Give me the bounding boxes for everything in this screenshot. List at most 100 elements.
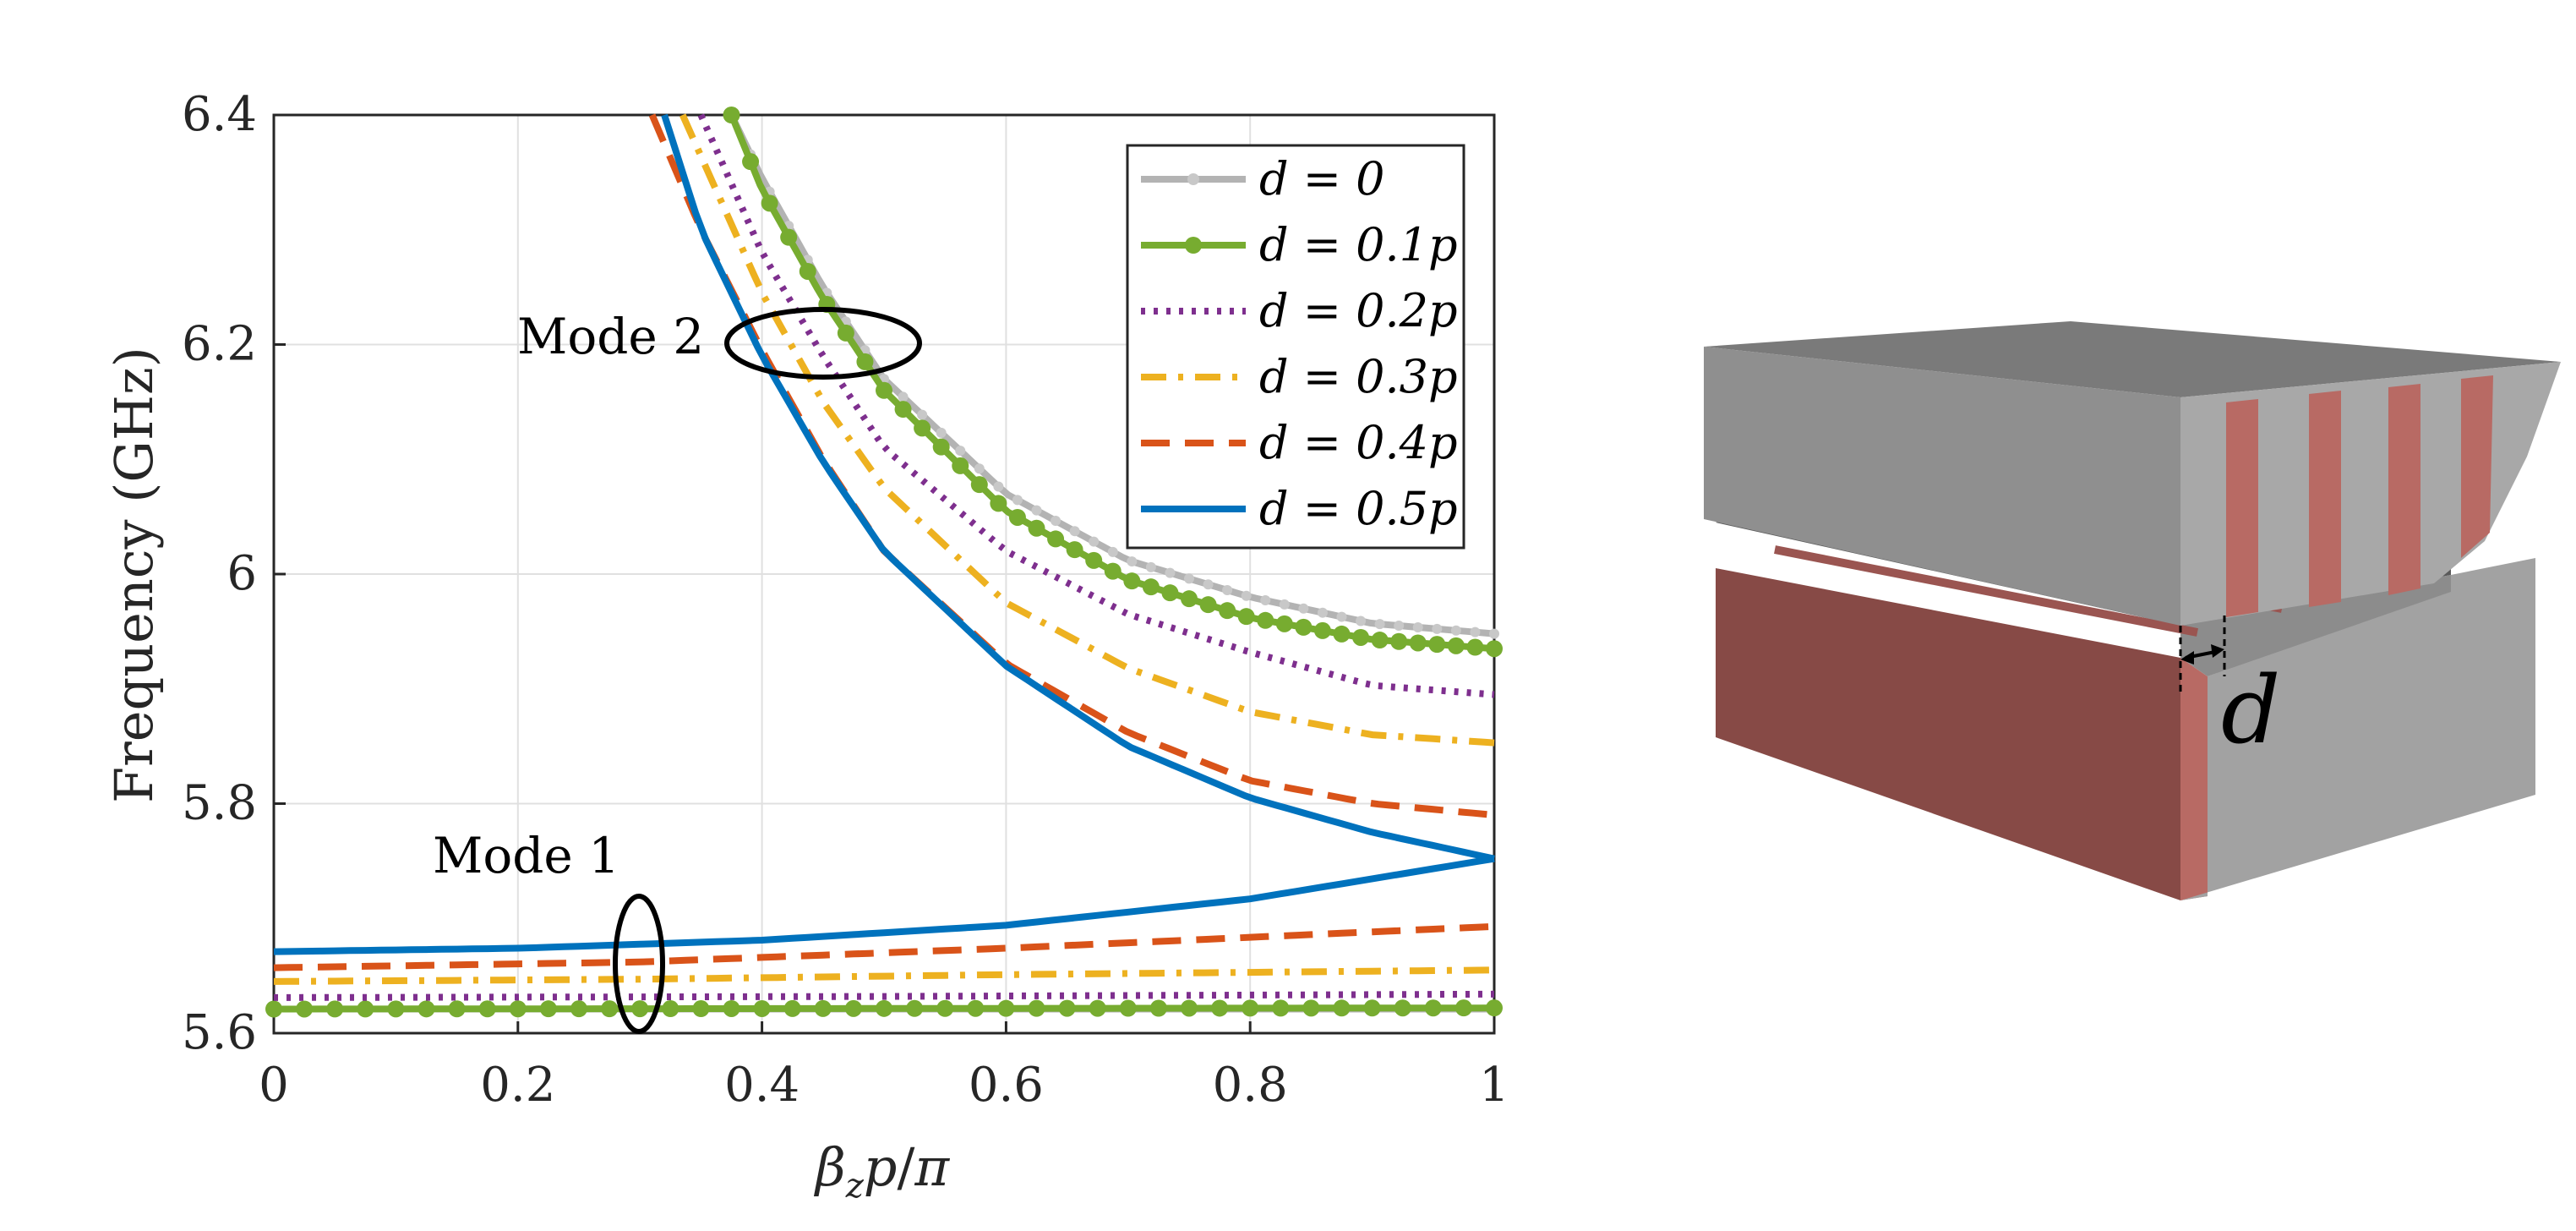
side-strip-1 xyxy=(2226,399,2258,617)
data-point xyxy=(1089,536,1100,547)
data-point xyxy=(1450,625,1461,636)
data-point xyxy=(1142,578,1160,596)
data-point xyxy=(631,1000,649,1018)
dim-arrowhead-left xyxy=(2180,651,2194,665)
data-point xyxy=(1394,621,1405,632)
series-line-4-mode1 xyxy=(273,922,1495,971)
data-point xyxy=(1486,999,1503,1017)
data-point xyxy=(1313,621,1331,639)
data-point xyxy=(1237,608,1255,626)
data-point xyxy=(876,381,892,399)
x-tick-label: 0.2 xyxy=(480,1058,555,1113)
d-label: d xyxy=(2221,656,2280,764)
data-point xyxy=(509,1000,527,1018)
data-point xyxy=(742,153,760,171)
data-point xyxy=(723,107,740,123)
data-point xyxy=(967,999,985,1017)
data-point xyxy=(955,446,966,457)
data-point xyxy=(1428,636,1446,654)
data-point xyxy=(837,324,854,342)
data-point xyxy=(1069,526,1080,537)
structure-diagram: d xyxy=(1704,321,2561,900)
x-tick-label: 0.4 xyxy=(724,1058,800,1113)
data-point xyxy=(387,1000,405,1018)
data-point xyxy=(1470,626,1481,637)
data-point xyxy=(1028,519,1045,537)
data-point xyxy=(1242,999,1259,1017)
data-point xyxy=(1374,619,1385,630)
gap-floor xyxy=(2180,575,2451,676)
data-point xyxy=(357,1000,374,1018)
y-axis-label: Frequency (GHz) xyxy=(103,347,165,803)
data-point xyxy=(1363,999,1381,1017)
data-point xyxy=(1356,616,1367,626)
data-point xyxy=(898,391,909,402)
data-point xyxy=(1333,999,1351,1017)
series-line-5-mode2 xyxy=(661,113,1495,862)
data-point xyxy=(914,419,931,437)
legend-box xyxy=(1126,144,1465,550)
legend: d = 0 d = 0.1p d = 0.2p d = 0.3p d = 0.4p d =… xyxy=(1126,144,1465,550)
data-point xyxy=(478,1000,496,1018)
data-point xyxy=(1394,999,1411,1017)
data-point xyxy=(906,999,924,1017)
data-point xyxy=(780,228,798,246)
data-point xyxy=(993,481,1004,492)
side-strip-4 xyxy=(2461,375,2493,558)
data-point xyxy=(1123,572,1141,590)
data-point xyxy=(856,353,874,370)
data-point xyxy=(844,999,862,1017)
data-point xyxy=(1336,611,1347,622)
data-point xyxy=(1302,999,1320,1017)
series-lines xyxy=(265,107,1503,1018)
legend-label-0: d = 0 xyxy=(1259,152,1385,205)
data-point xyxy=(539,1000,557,1018)
data-point xyxy=(1028,999,1045,1017)
mode2-label: Mode 2 xyxy=(517,308,704,365)
data-point xyxy=(1352,628,1370,646)
legend-label-5: d = 0.5p xyxy=(1259,482,1458,535)
data-point xyxy=(1184,573,1194,584)
data-point xyxy=(970,476,988,494)
legend-marker xyxy=(1187,173,1199,185)
data-point xyxy=(1298,603,1309,614)
data-point xyxy=(1047,530,1065,548)
lower-block-front xyxy=(1716,568,2180,900)
mode1-ellipse xyxy=(613,894,665,1034)
lower-block-strip xyxy=(2180,658,2208,900)
data-point xyxy=(570,1000,587,1018)
data-point xyxy=(326,1000,344,1018)
data-point xyxy=(1390,632,1408,650)
data-point xyxy=(932,438,950,456)
data-point xyxy=(1222,585,1233,596)
data-point xyxy=(1181,590,1198,608)
data-point xyxy=(662,1000,679,1018)
data-point xyxy=(1272,999,1290,1017)
y-tick-label: 5.8 xyxy=(182,776,257,831)
data-point xyxy=(1089,999,1106,1017)
data-point xyxy=(1199,596,1217,614)
data-point xyxy=(418,1000,435,1018)
data-point xyxy=(1119,999,1137,1017)
data-point xyxy=(448,1000,466,1018)
y-tick-label: 6.4 xyxy=(182,87,257,142)
data-point xyxy=(1012,495,1023,506)
data-point xyxy=(1409,634,1427,652)
series-line-3-mode1 xyxy=(273,966,1495,985)
data-point xyxy=(1161,584,1179,602)
legend-marker xyxy=(1185,237,1202,254)
ticks: 0 0.2 0.4 0.6 0.8 1 5.6 5.8 6 6.2 6.4 xyxy=(182,87,1509,1113)
data-point xyxy=(1127,556,1138,567)
data-point xyxy=(1371,632,1389,649)
upper-block-front xyxy=(1704,347,2180,626)
data-point xyxy=(1165,567,1176,578)
side-strip-3 xyxy=(2388,384,2420,595)
y-tick-label: 6 xyxy=(226,546,257,601)
data-point xyxy=(1412,621,1423,632)
legend-label-4: d = 0.4p xyxy=(1259,416,1458,469)
side-strip-2 xyxy=(2309,391,2341,607)
x-tick-label: 0.8 xyxy=(1213,1058,1288,1113)
data-point xyxy=(1447,637,1465,654)
legend-label-3: d = 0.3p xyxy=(1259,350,1458,403)
